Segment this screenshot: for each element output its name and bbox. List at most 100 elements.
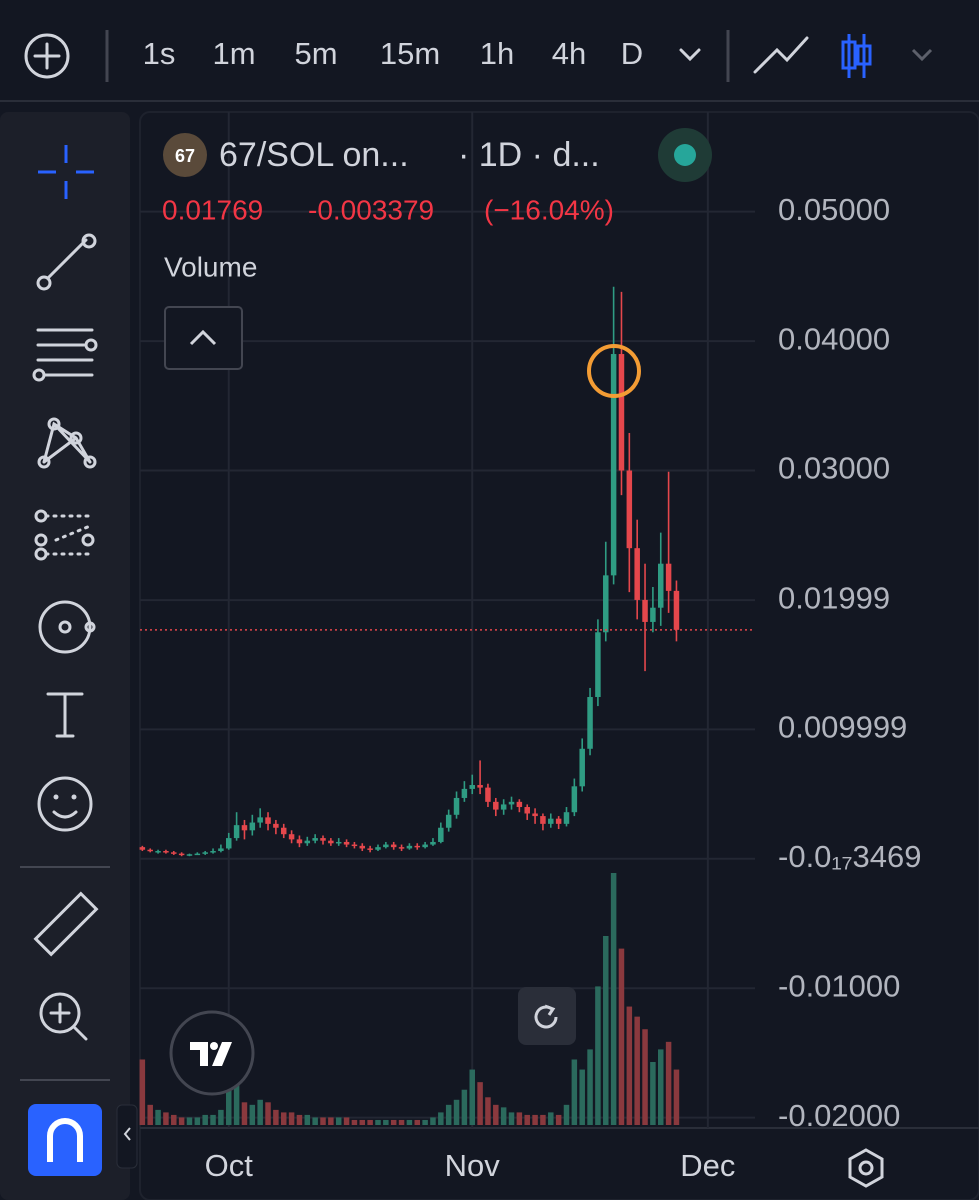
candle-body bbox=[343, 841, 350, 845]
volume-bar bbox=[595, 986, 601, 1125]
volume-bar bbox=[548, 1112, 554, 1125]
volume-bar bbox=[288, 1112, 295, 1125]
candle-body bbox=[210, 851, 216, 853]
trendline-tool[interactable] bbox=[36, 233, 97, 291]
volume-bar bbox=[626, 1006, 633, 1125]
candle-body bbox=[296, 839, 303, 844]
candle-body bbox=[171, 852, 177, 854]
avatar bbox=[163, 133, 207, 177]
candle-body bbox=[430, 841, 436, 845]
candle-body bbox=[634, 548, 640, 600]
volume-bar bbox=[155, 1109, 161, 1125]
crosshair-tool[interactable] bbox=[38, 145, 94, 199]
candle-body bbox=[579, 748, 585, 787]
collapse-indicator[interactable] bbox=[164, 306, 243, 370]
volume-bar bbox=[524, 1114, 530, 1125]
change-pct: (−16.04%) bbox=[484, 194, 614, 225]
zoom-tool[interactable] bbox=[39, 992, 88, 1041]
symbol[interactable]: 67/SOL on... bbox=[219, 136, 409, 174]
pattern-tool[interactable] bbox=[37, 417, 97, 469]
y-tick-label: 0.01999 bbox=[778, 580, 890, 615]
volume-bar bbox=[532, 1114, 538, 1125]
volume-bar bbox=[335, 1117, 342, 1125]
volume-bar bbox=[571, 1059, 578, 1125]
settings-button[interactable] bbox=[848, 1148, 884, 1188]
x-tick-label: Dec bbox=[680, 1148, 735, 1183]
volume-bar bbox=[163, 1112, 169, 1125]
forecast-tool[interactable] bbox=[34, 509, 95, 561]
volume-bar bbox=[328, 1117, 334, 1125]
candle-body bbox=[657, 563, 664, 608]
candle-body bbox=[548, 818, 554, 824]
interval-button[interactable]: 4h bbox=[552, 36, 586, 71]
candle-chart-button[interactable] bbox=[841, 34, 872, 78]
interval-button[interactable]: 1m bbox=[212, 36, 255, 71]
volume-bar bbox=[673, 1069, 680, 1125]
candle-body bbox=[390, 844, 397, 848]
interval-menu[interactable] bbox=[679, 48, 701, 62]
volume-bar bbox=[218, 1109, 224, 1125]
y-tick-label: 0.03000 bbox=[778, 451, 890, 486]
fib-tool[interactable] bbox=[32, 328, 98, 382]
status-dot bbox=[674, 144, 696, 166]
interval-button[interactable]: 1h bbox=[480, 36, 514, 71]
candle-body bbox=[626, 470, 633, 549]
volume-bar bbox=[657, 1049, 664, 1125]
interval-button[interactable]: 1s bbox=[143, 36, 176, 71]
candle-body bbox=[351, 844, 358, 847]
interval-button[interactable]: 5m bbox=[294, 36, 337, 71]
candle-body bbox=[147, 849, 153, 852]
candle-body bbox=[650, 607, 656, 622]
candle-body bbox=[524, 807, 530, 814]
tool-panel bbox=[0, 112, 130, 1200]
y-tick-label: -0.01000 bbox=[778, 968, 900, 1003]
volume-bar bbox=[406, 1119, 413, 1125]
interval-button[interactable]: D bbox=[621, 36, 643, 71]
volume-bar bbox=[493, 1104, 499, 1125]
candle-body bbox=[540, 816, 546, 824]
collapse-panel[interactable] bbox=[116, 1104, 138, 1169]
magnet-tool[interactable] bbox=[28, 1104, 102, 1176]
candle-body bbox=[438, 827, 444, 842]
candle-body bbox=[571, 786, 578, 813]
candle-body bbox=[280, 827, 287, 835]
shape-tool[interactable] bbox=[38, 600, 96, 654]
candle-body bbox=[163, 851, 169, 853]
line-chart-button[interactable] bbox=[753, 36, 809, 74]
interval-button[interactable]: 15m bbox=[380, 36, 440, 71]
x-tick-label: Nov bbox=[445, 1148, 501, 1183]
volume-bar bbox=[171, 1114, 177, 1125]
reset-button[interactable] bbox=[518, 987, 576, 1045]
volume-bar bbox=[359, 1119, 366, 1125]
chart-type-menu[interactable] bbox=[911, 48, 933, 62]
volume-bar bbox=[186, 1117, 193, 1125]
volume-bar bbox=[508, 1112, 515, 1125]
candle-body bbox=[233, 825, 240, 839]
text-tool[interactable] bbox=[46, 692, 84, 738]
candle-body bbox=[618, 354, 625, 471]
candle-body bbox=[563, 812, 570, 824]
volume-bar bbox=[414, 1119, 421, 1125]
emoji-tool[interactable] bbox=[37, 776, 93, 832]
volume-bar bbox=[296, 1114, 303, 1125]
tv-logo[interactable] bbox=[169, 1010, 255, 1096]
candle-body bbox=[273, 823, 279, 828]
candle-body bbox=[414, 845, 421, 848]
y-tick-label: 0.009999 bbox=[778, 710, 907, 745]
ruler-tool[interactable] bbox=[33, 891, 99, 957]
candle-body bbox=[375, 847, 381, 850]
volume-bar bbox=[438, 1112, 444, 1125]
volume-bar bbox=[194, 1117, 201, 1125]
last-price: 0.01769 bbox=[162, 194, 263, 225]
y-tick-label: 0.04000 bbox=[778, 321, 890, 356]
volume-bar bbox=[178, 1117, 185, 1125]
volume-bar bbox=[304, 1114, 311, 1125]
candle-body bbox=[155, 851, 161, 853]
volume-bar bbox=[351, 1119, 358, 1125]
candle-body bbox=[493, 801, 499, 810]
volume-bar bbox=[477, 1082, 483, 1125]
add-button[interactable] bbox=[24, 33, 70, 79]
candle-body bbox=[265, 817, 271, 824]
